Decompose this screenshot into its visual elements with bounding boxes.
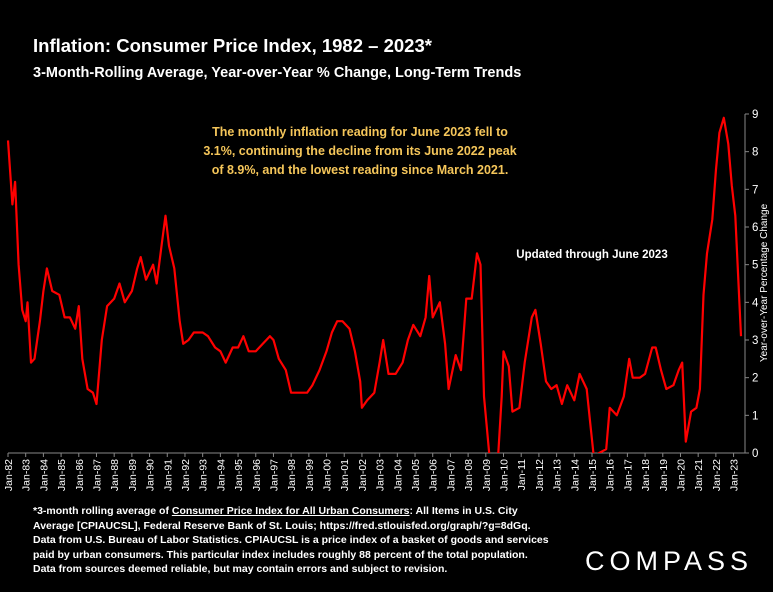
x-tick-label: Jan-01 [339,459,351,491]
x-tick-label: Jan-04 [392,459,404,491]
x-tick-label: Jan-87 [91,459,103,491]
annotation: Updated through June 2023 [516,249,667,261]
x-tick-label: Jan-23 [729,459,741,491]
x-tick-label: Jan-91 [162,459,174,491]
footnote-text: paid by urban consumers. This particular… [33,548,528,561]
x-tick-label: Jan-08 [463,459,475,491]
x-tick-label: Jan-99 [304,459,316,491]
annotation: 3.1%, continuing the decline from its Ju… [203,144,516,158]
x-tick-label: Jan-09 [481,459,493,491]
x-tick-label: Jan-07 [445,459,457,491]
x-tick-label: Jan-89 [127,459,139,491]
x-tick-label: Jan-96 [251,459,263,491]
x-tick-label: Jan-17 [622,459,634,491]
y-tick-label: 5 [752,260,758,272]
plot-area [6,116,743,453]
x-tick-label: Jan-05 [410,459,422,491]
x-tick-label: Jan-92 [180,459,192,491]
x-tick-label: Jan-18 [640,459,652,491]
x-tick-label: Jan-95 [233,459,245,491]
cpi-line [6,116,743,453]
x-tick-label: Jan-93 [198,459,210,491]
x-tick-label: Jan-14 [569,459,581,491]
annotation: of 8.9%, and the lowest reading since Ma… [212,163,509,177]
footnote-text: Data from sources deemed reliable, but m… [33,563,448,575]
x-tick-label: Jan-85 [56,459,68,491]
x-tick-label: Jan-94 [215,459,227,491]
chart-subtitle: 3-Month-Rolling Average, Year-over-Year … [33,65,521,81]
x-tick-label: Jan-83 [21,459,33,491]
footnote-text: Average [CPIAUCSL], Federal Reserve Bank… [33,519,531,532]
x-tick-label: Jan-19 [658,459,670,491]
x-tick-label: Jan-00 [322,459,334,491]
y-tick-label: 8 [752,147,758,159]
x-tick-label: Jan-86 [74,459,86,491]
y-tick-label: 1 [752,410,758,422]
y-tick-label: 0 [752,448,758,460]
x-tick-label: Jan-88 [109,459,121,491]
x-tick-label: Jan-11 [516,459,528,490]
y-tick-label: 6 [752,222,758,234]
annotation: The monthly inflation reading for June 2… [212,125,508,139]
y-tick-label: 9 [752,109,758,121]
logo: COMPASS [585,546,754,576]
footnote-link[interactable]: Consumer Price Index for All Urban Consu… [171,505,410,517]
footnote-text: Data from U.S. Bureau of Labor Statistic… [33,534,549,546]
x-tick-label: Jan-98 [286,459,298,491]
x-tick-label: Jan-97 [268,459,280,491]
x-tick-label: Jan-84 [38,459,50,491]
x-tick-label: Jan-15 [587,459,599,491]
footnote: *3-month rolling average of Consumer Pri… [33,504,563,577]
footnote-text: : All Items in U.S. City [409,505,518,517]
x-tick-label: Jan-90 [145,459,157,491]
x-tick-label: Jan-20 [675,459,687,491]
x-tick-label: Jan-12 [534,459,546,491]
chart: Inflation: Consumer Price Index, 1982 – … [3,35,770,491]
y-tick-label: 2 [752,373,758,385]
x-tick-label: Jan-10 [499,459,511,491]
y-tick-label: 3 [752,335,758,347]
x-tick-label: Jan-16 [605,459,617,491]
y-axis-title: Year-over-Year Percentage Change [759,203,770,362]
footnote-text: *3-month rolling average of [33,505,172,517]
x-tick-label: Jan-82 [3,459,15,491]
y-tick-label: 7 [752,184,758,196]
x-tick-label: Jan-13 [552,459,564,491]
x-tick-label: Jan-22 [711,459,723,491]
x-tick-label: Jan-21 [693,459,705,491]
x-tick-label: Jan-03 [375,459,387,491]
y-tick-label: 4 [752,297,759,309]
chart-title: Inflation: Consumer Price Index, 1982 – … [33,35,433,56]
x-tick-label: Jan-02 [357,459,369,491]
x-tick-label: Jan-06 [428,459,440,491]
